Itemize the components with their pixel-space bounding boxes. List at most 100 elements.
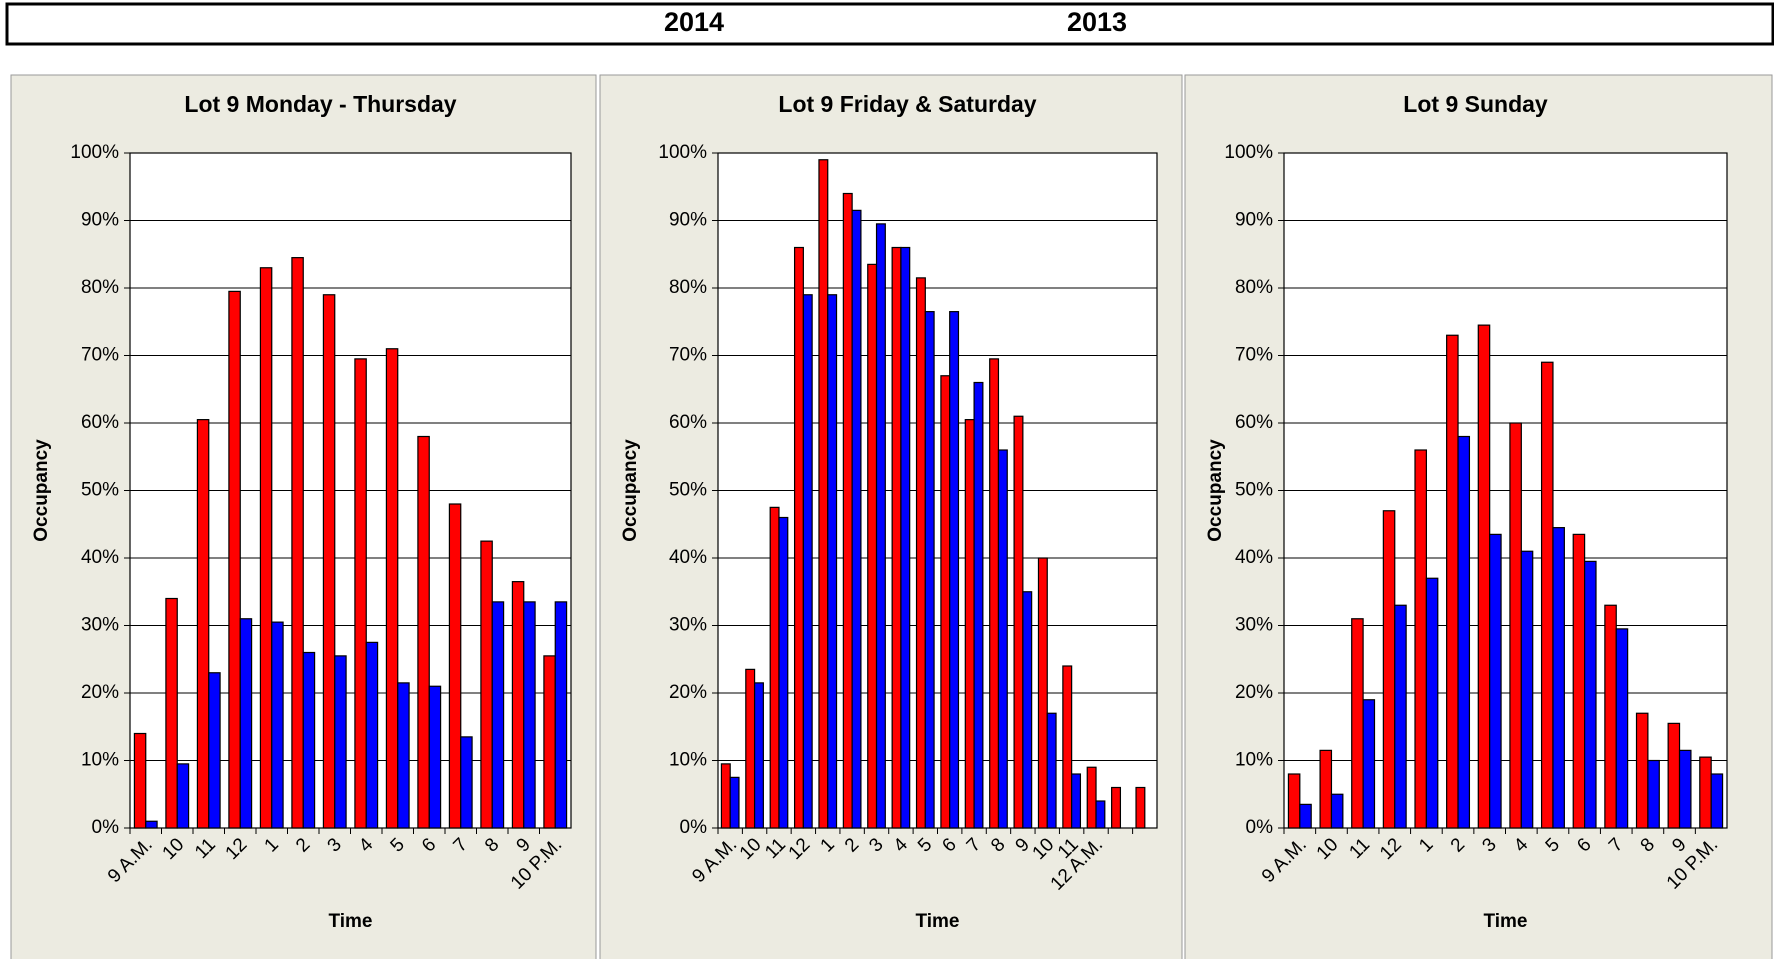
bar — [259, 267, 273, 829]
bar — [165, 597, 178, 829]
bar — [1414, 449, 1427, 829]
y-tick-label: 30% — [1235, 615, 1273, 636]
bar — [385, 348, 399, 829]
legend-box — [5, 2, 1774, 46]
bar — [448, 503, 462, 829]
y-tick-label: 30% — [81, 615, 119, 636]
bar — [543, 655, 556, 829]
y-tick-label: 50% — [1235, 480, 1273, 501]
bar — [940, 375, 951, 829]
bar — [302, 651, 316, 829]
bar — [1604, 604, 1617, 829]
bar — [523, 601, 536, 829]
bar — [851, 209, 862, 829]
bar — [334, 655, 347, 829]
bar — [1382, 510, 1396, 829]
y-tick-label: 40% — [81, 547, 119, 568]
y-tick-label: 0% — [92, 817, 120, 838]
bar — [354, 358, 367, 829]
y-tick-label: 50% — [81, 480, 119, 501]
bar — [1287, 773, 1301, 829]
x-axis-title: Time — [915, 911, 959, 932]
bar — [1457, 435, 1471, 829]
y-tick-label: 50% — [669, 480, 707, 501]
y-tick-label: 0% — [680, 817, 708, 838]
bar — [1635, 712, 1649, 829]
bar — [1086, 766, 1097, 829]
bar — [753, 682, 764, 829]
bar — [1667, 722, 1681, 829]
chart-title: Lot 9 Monday - Thursday — [184, 91, 456, 117]
bar — [228, 290, 241, 829]
y-tick-label: 80% — [81, 277, 119, 298]
y-tick-label: 10% — [1235, 750, 1273, 771]
bar — [554, 601, 568, 829]
legend-entry: 2013 — [1067, 7, 1127, 37]
bar — [1037, 557, 1048, 829]
y-tick-label: 100% — [70, 142, 119, 163]
bar — [729, 776, 740, 829]
y-axis-title: Occupancy — [620, 439, 641, 542]
y-tick-label: 60% — [1235, 412, 1273, 433]
bar — [1489, 533, 1502, 829]
bar — [802, 294, 813, 829]
bar — [891, 246, 902, 829]
y-tick-label: 20% — [1235, 682, 1273, 703]
bar — [900, 246, 911, 829]
y-tick-label: 60% — [81, 412, 119, 433]
y-tick-label: 40% — [1235, 547, 1273, 568]
bar — [1699, 756, 1712, 829]
y-tick-label: 20% — [81, 682, 119, 703]
bar — [745, 668, 756, 829]
bar — [997, 449, 1008, 829]
bar — [989, 358, 1000, 829]
bar — [778, 516, 789, 829]
y-tick-label: 80% — [669, 277, 707, 298]
y-tick-label: 100% — [658, 142, 707, 163]
bar — [291, 257, 304, 829]
y-tick-label: 70% — [1235, 345, 1273, 366]
y-tick-label: 0% — [1246, 817, 1274, 838]
bar — [1299, 803, 1312, 829]
x-axis-title: Time — [328, 911, 372, 932]
bar — [133, 732, 147, 829]
chart-title: Lot 9 Friday & Saturday — [778, 91, 1036, 117]
bar — [1351, 618, 1364, 829]
bar — [1319, 749, 1333, 829]
bar — [867, 263, 878, 829]
bar — [1584, 560, 1597, 829]
bar — [397, 682, 410, 829]
bar — [818, 159, 829, 829]
bar — [964, 419, 975, 829]
bar — [1647, 759, 1660, 829]
bar — [1572, 533, 1586, 829]
bar — [793, 246, 804, 829]
bar — [875, 223, 886, 829]
bar — [365, 641, 379, 829]
bar — [491, 601, 505, 829]
bar — [271, 621, 284, 829]
y-tick-label: 30% — [669, 615, 707, 636]
y-tick-label: 40% — [669, 547, 707, 568]
y-tick-label: 70% — [81, 345, 119, 366]
bar — [176, 763, 190, 829]
bar — [827, 294, 838, 829]
bar — [842, 192, 853, 829]
y-tick-label: 100% — [1224, 142, 1273, 163]
bar — [1509, 422, 1522, 829]
bar — [1425, 577, 1439, 829]
bar — [1046, 712, 1057, 829]
bar — [322, 294, 336, 829]
bar — [1477, 324, 1491, 829]
bar — [1062, 665, 1073, 829]
y-tick-label: 70% — [669, 345, 707, 366]
bar — [1552, 527, 1565, 829]
y-axis-title: Occupancy — [1205, 439, 1226, 542]
y-tick-label: 90% — [1235, 210, 1273, 231]
y-tick-label: 10% — [81, 750, 119, 771]
bar — [1615, 628, 1629, 829]
bar — [1678, 749, 1692, 829]
bar — [1446, 334, 1459, 829]
